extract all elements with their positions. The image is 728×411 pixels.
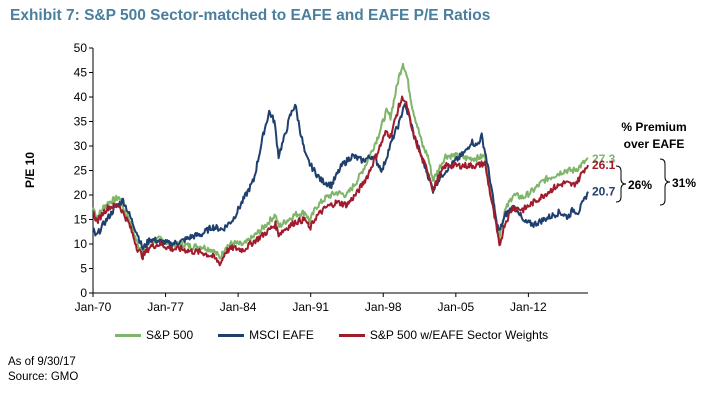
sp500-premium-brace bbox=[659, 158, 671, 206]
sector-premium-brace bbox=[615, 165, 627, 203]
legend-swatch-eafe bbox=[218, 333, 245, 337]
legend-item-sp500: S&P 500 bbox=[115, 328, 193, 342]
x-tick-label: Jan-77 bbox=[147, 300, 184, 314]
x-tick-label: Jan-05 bbox=[437, 300, 474, 314]
end-value-sp500: 27.3 bbox=[592, 152, 616, 166]
y-tick-label: 0 bbox=[80, 286, 87, 300]
series-line-eafe bbox=[92, 103, 589, 251]
y-tick-label: 40 bbox=[74, 90, 88, 104]
sector-premium-label: 26% bbox=[628, 178, 652, 192]
as-of-date: As of 9/30/17 bbox=[8, 356, 76, 368]
y-tick-label: 45 bbox=[74, 66, 88, 80]
y-tick-label: 50 bbox=[74, 41, 88, 55]
legend-swatch-sp500 bbox=[115, 333, 141, 337]
y-tick-label: 25 bbox=[74, 164, 88, 178]
source-note: Source: GMO bbox=[8, 371, 79, 383]
y-tick-label: 35 bbox=[74, 115, 88, 129]
end-value-sector: 26.1 bbox=[592, 158, 616, 172]
y-tick-label: 10 bbox=[74, 237, 88, 251]
y-tick-label: 5 bbox=[80, 262, 87, 276]
premium-header-line2: over EAFE bbox=[624, 137, 685, 151]
x-tick-label: Jan-70 bbox=[75, 300, 112, 314]
y-axis-label: P/E 10 bbox=[23, 152, 37, 188]
footnote: As of 9/30/17 Source: GMO bbox=[8, 355, 78, 385]
y-tick-label: 30 bbox=[74, 139, 88, 153]
sp500-premium-label: 31% bbox=[672, 176, 696, 190]
legend-item-eafe: MSCI EAFE bbox=[218, 328, 314, 342]
x-tick-label: Jan-91 bbox=[292, 300, 329, 314]
y-tick-label: 15 bbox=[74, 213, 88, 227]
legend-item-sector: S&P 500 w/EAFE Sector Weights bbox=[338, 328, 549, 342]
x-tick-label: Jan-12 bbox=[510, 300, 547, 314]
chart-title: Exhibit 7: S&P 500 Sector-matched to EAF… bbox=[10, 7, 491, 24]
series-line-sp500 bbox=[92, 62, 589, 260]
legend-label-sector: S&P 500 w/EAFE Sector Weights bbox=[369, 328, 549, 342]
legend: S&P 500 MSCI EAFE S&P 500 w/EAFE Sector … bbox=[115, 328, 573, 342]
plot-area: 0 5 10 15 20 25 30 35 40 45 50 Jan-70 Jan-77 Jan-84 Ja… bbox=[74, 41, 589, 314]
legend-label-eafe: MSCI EAFE bbox=[249, 328, 314, 342]
end-value-eafe: 20.7 bbox=[592, 185, 616, 199]
legend-label-sp500: S&P 500 bbox=[146, 328, 194, 342]
x-tick-label: Jan-84 bbox=[220, 300, 257, 314]
premium-header-line1: % Premium bbox=[621, 120, 686, 134]
legend-swatch-sector bbox=[338, 333, 365, 337]
x-tick-label: Jan-98 bbox=[365, 300, 402, 314]
series-line-sector bbox=[92, 95, 589, 267]
y-tick-label: 20 bbox=[74, 188, 88, 202]
